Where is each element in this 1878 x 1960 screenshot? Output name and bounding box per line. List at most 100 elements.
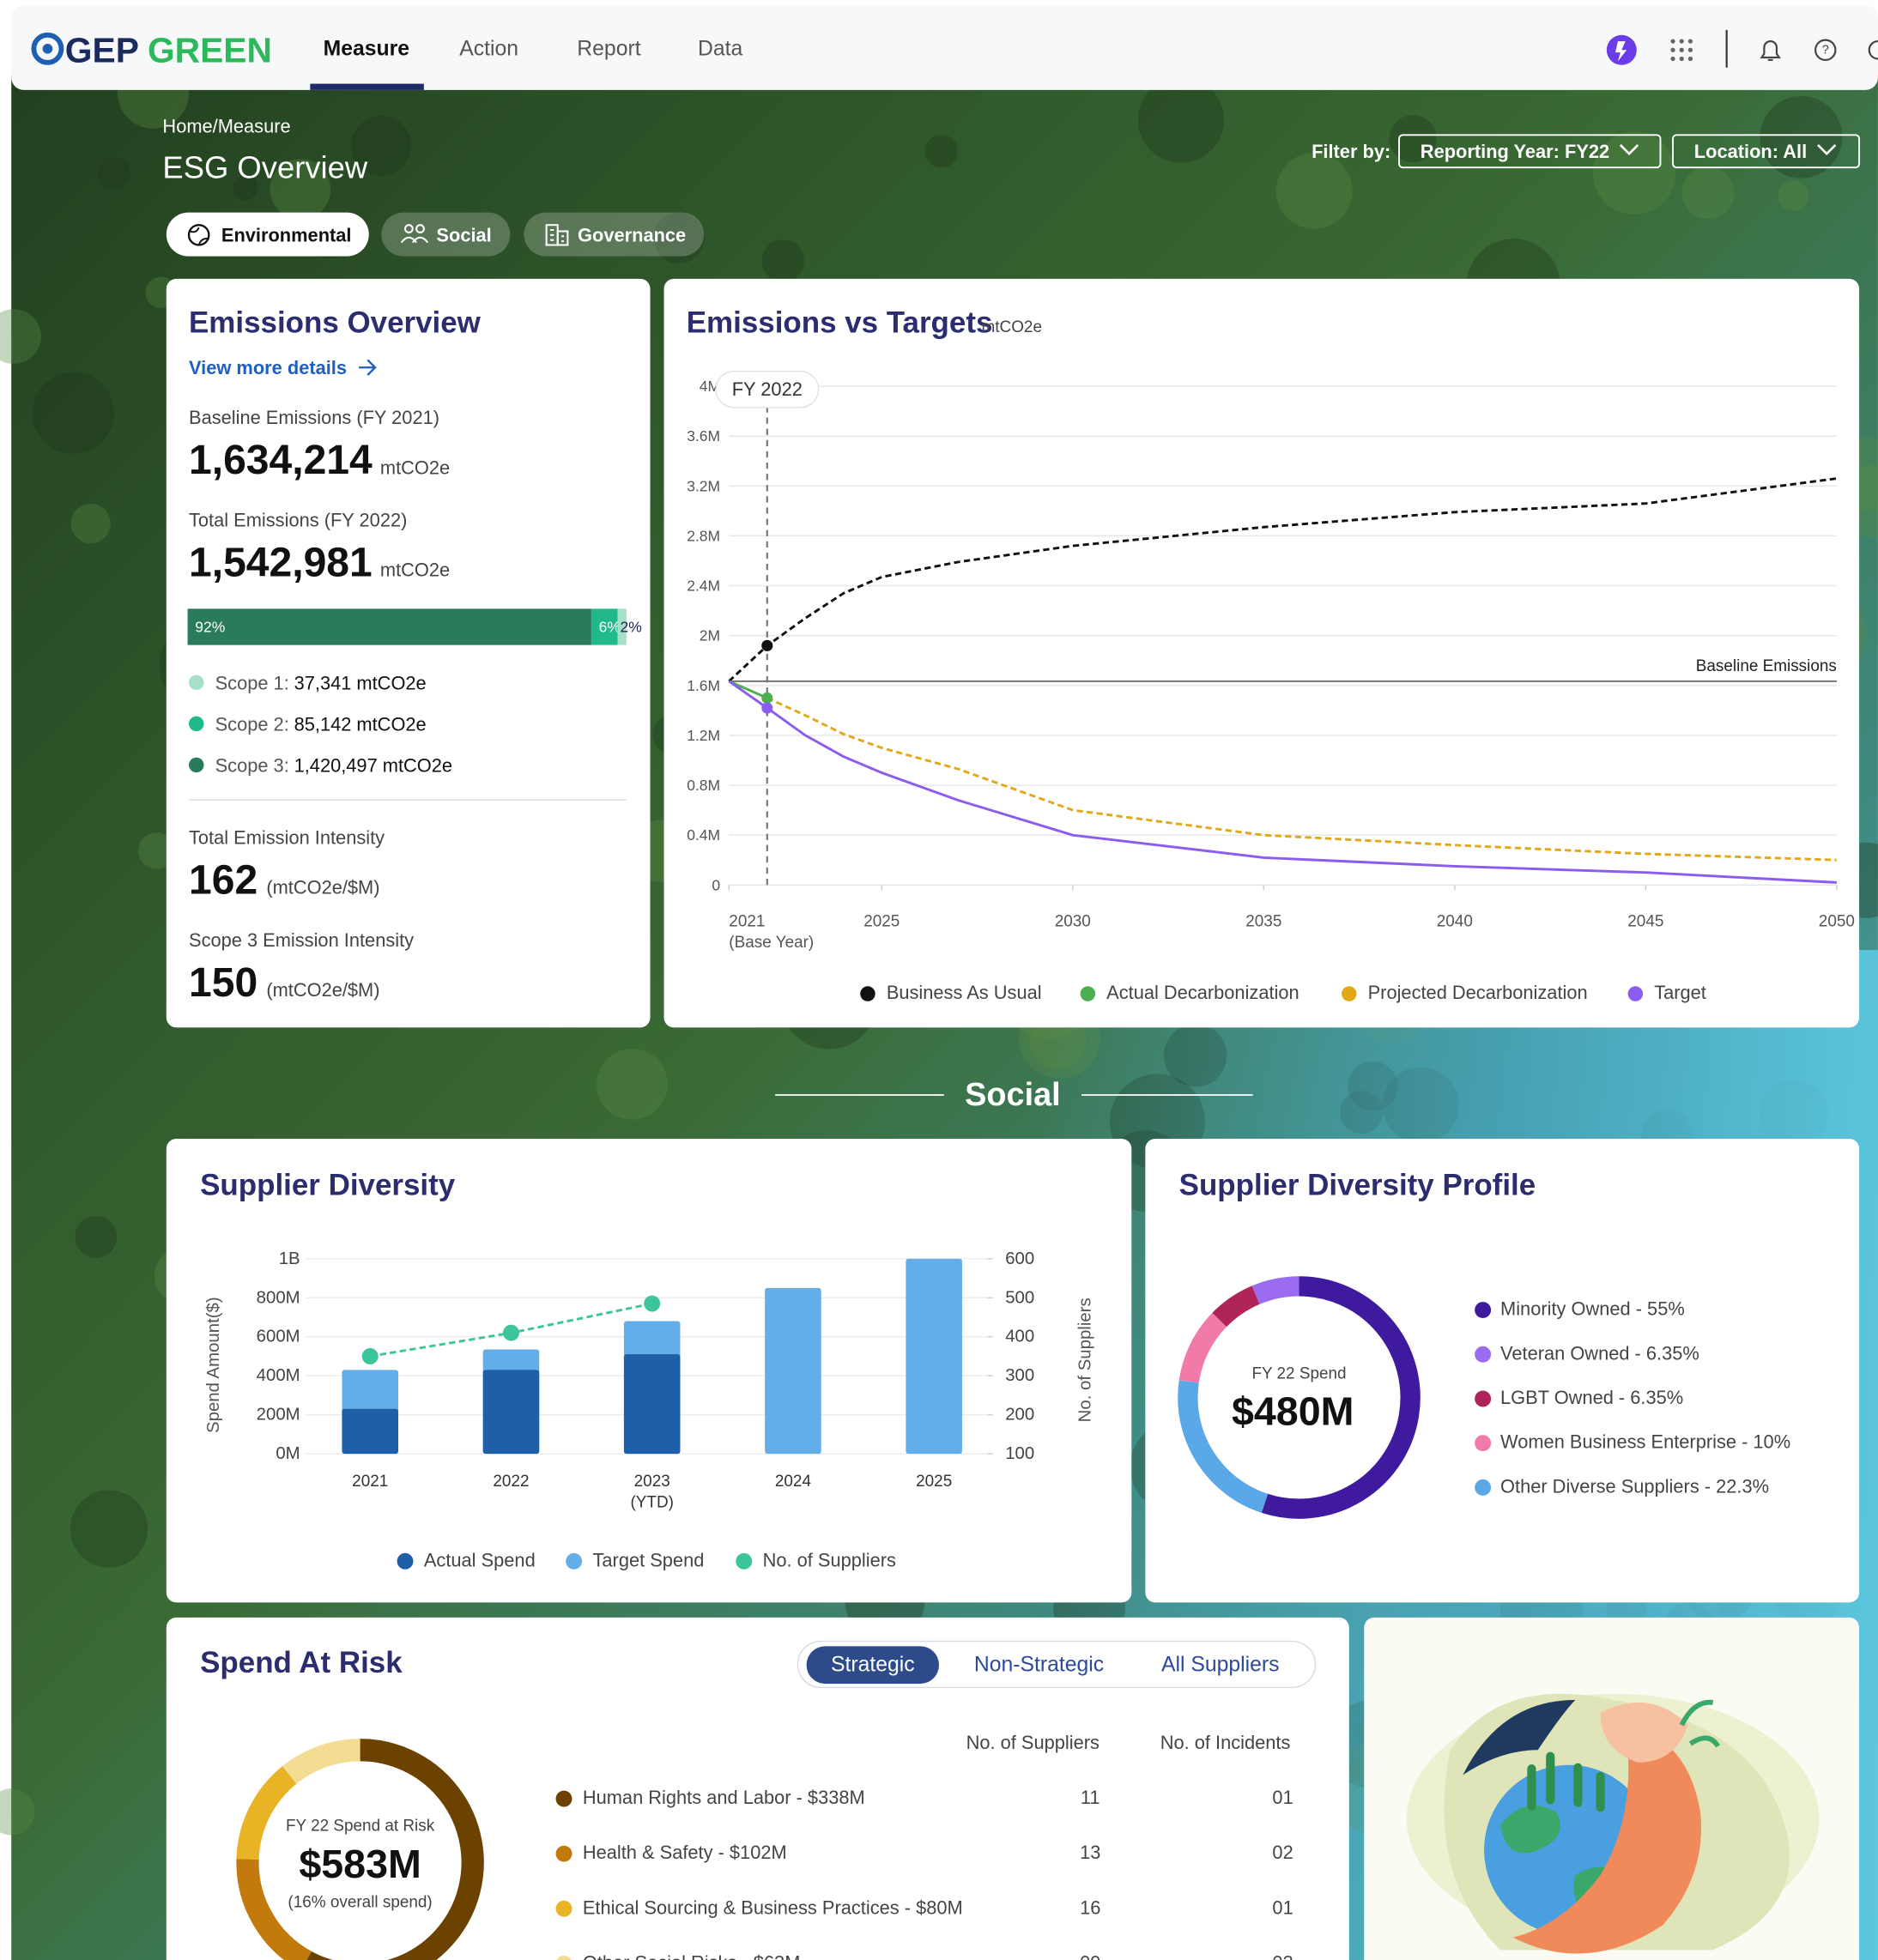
metric-unit: mtCO2e <box>380 457 450 478</box>
card-subtitle: mtCO2e <box>982 318 1042 336</box>
metric-value: 150 <box>189 959 257 1006</box>
card-title: Supplier Diversity <box>200 1168 456 1201</box>
page-title: ESG Overview <box>162 150 367 185</box>
scope-value: 1,420,497 mtCO2e <box>294 754 452 776</box>
y-tick-label: 0 <box>712 876 720 893</box>
y-tick-label: 3.2M <box>687 477 720 494</box>
legend-label: LGBT Owned - 6.35% <box>1500 1387 1683 1408</box>
nav-tab[interactable]: Measure <box>324 37 409 60</box>
y-tick-label: 600M <box>257 1328 300 1346</box>
pill-label[interactable]: Environmental <box>221 224 352 245</box>
y-tick-label: 3.6M <box>687 427 720 445</box>
risk-tab[interactable]: All Suppliers <box>1161 1654 1280 1677</box>
y-axis-title: Spend Amount($) <box>204 1297 223 1433</box>
legend-label: Women Business Enterprise - 10% <box>1500 1431 1790 1453</box>
legend-dot <box>1475 1390 1492 1407</box>
x-tick-label: 2050 <box>1818 910 1855 930</box>
x-tick-label-box: 2022 <box>493 1471 529 1490</box>
building-icon <box>545 224 569 246</box>
bar <box>482 1370 540 1455</box>
risk-tab[interactable]: Non-Strategic <box>974 1654 1104 1677</box>
filter-value[interactable]: Reporting Year: FY22 <box>1421 141 1609 162</box>
series-line <box>766 697 1837 862</box>
legend-label: Actual Decarbonization <box>1106 982 1299 1003</box>
baseline-label: Baseline Emissions <box>1696 657 1837 675</box>
risk-tab[interactable]: Strategic <box>831 1654 915 1677</box>
y2-tick-label: 600 <box>1005 1249 1034 1268</box>
y2-tick-label: 300 <box>1005 1366 1034 1385</box>
y-tick-label: 2M <box>700 627 720 644</box>
tree-crown <box>137 832 175 869</box>
globe-lines <box>190 227 209 245</box>
filter-year[interactable] <box>1398 134 1662 169</box>
logo-text: GEP <box>65 30 139 70</box>
donut-center-label: FY 22 Spend at Risk <box>286 1818 435 1836</box>
x-tick-label: 2025 <box>863 910 900 930</box>
donut-segment <box>1178 1380 1269 1513</box>
view-details-link[interactable]: View more details <box>189 357 347 378</box>
metric-label: Scope 3 Emission Intensity <box>189 929 414 951</box>
donut-segment <box>1261 1276 1421 1519</box>
link-arrow[interactable] <box>359 359 377 376</box>
nav-tab[interactable]: Report <box>577 37 640 60</box>
tab-active[interactable] <box>806 1646 939 1685</box>
nav-tab[interactable]: Action <box>459 37 518 60</box>
pill-label[interactable]: Social <box>436 224 491 245</box>
x-tick-label: 2025 <box>916 1471 953 1491</box>
donut-segment <box>1251 1276 1299 1304</box>
x-tick-label: 2021 (Base Year) <box>729 910 815 952</box>
tree-crown <box>270 159 331 220</box>
series-point <box>761 692 773 704</box>
y-tick-label: 4M <box>700 378 720 395</box>
tree-crown <box>233 174 258 201</box>
metric-value: 1,542,981 <box>189 539 373 585</box>
x-tick-label-box: 2021 (Base Year) <box>729 910 815 952</box>
y2-tick-label: 100 <box>1005 1444 1034 1463</box>
filter-value[interactable]: Location: All <box>1694 141 1807 162</box>
legend-dot <box>1080 986 1096 1001</box>
scope-row: Scope 3: 1,420,497 mtCO2e <box>215 754 452 776</box>
tree-crown <box>1681 166 1735 220</box>
metric-unit: (mtCO2e/$M) <box>266 877 379 898</box>
help-icon[interactable] <box>1814 39 1837 62</box>
supplier-count: 09 <box>1080 1951 1100 1960</box>
y2-tick-label: 400 <box>1005 1328 1034 1346</box>
filter-location[interactable] <box>1672 134 1861 169</box>
series-point <box>761 639 773 651</box>
legend-dot <box>566 1552 583 1570</box>
y2-axis-title: No. of Suppliers <box>1075 1298 1094 1422</box>
donut-center-value: $480M <box>1232 1389 1354 1434</box>
bar <box>342 1408 399 1455</box>
metric-value: 1,634,214 <box>189 437 373 483</box>
series-line <box>728 680 1837 884</box>
x-tick-label: 2040 <box>1436 910 1473 930</box>
scope-dot <box>189 757 204 773</box>
x-tick-label: 2024 <box>774 1471 811 1491</box>
tree-crown <box>0 309 41 365</box>
x-tick-label-box: 2025 <box>863 910 900 930</box>
x-tick-label: 2021 <box>352 1471 389 1491</box>
legend-dot <box>860 986 875 1001</box>
active-tab-underline <box>310 83 424 90</box>
metric-value: 162 <box>189 856 257 903</box>
legend-dot <box>1475 1346 1492 1363</box>
nav-tab[interactable]: Data <box>698 37 743 60</box>
x-tick-label: 2045 <box>1627 910 1664 930</box>
pill-label[interactable]: Governance <box>578 224 686 245</box>
column-header: No. of Suppliers <box>966 1732 1100 1753</box>
bell-icon[interactable] <box>1760 40 1781 62</box>
pill-governance[interactable] <box>524 212 705 257</box>
legend-label: Actual Spend <box>424 1549 536 1570</box>
supplier-count: 11 <box>1081 1787 1100 1808</box>
x-tick-label: 2023 (YTD) <box>630 1471 674 1512</box>
series-point <box>761 702 773 714</box>
apps-icon[interactable] <box>1670 39 1693 62</box>
metric-label: Baseline Emissions (FY 2021) <box>189 407 439 428</box>
y-tick-label: 2.4M <box>687 578 720 595</box>
scope-label: Scope 2: <box>215 713 289 735</box>
pill-social[interactable] <box>381 212 511 257</box>
pill-environmental[interactable] <box>166 212 369 257</box>
x-tick-label-box: 2030 <box>1055 911 1091 930</box>
legend-label: Projected Decarbonization <box>1368 982 1588 1003</box>
